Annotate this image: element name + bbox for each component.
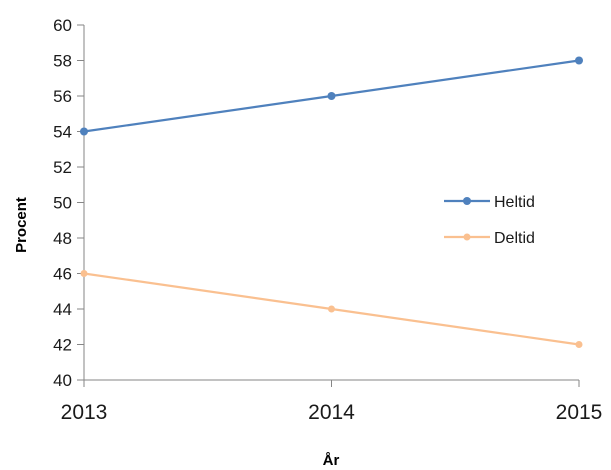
data-point-deltid: [575, 341, 583, 348]
data-point-heltid: [327, 92, 336, 100]
data-point-deltid: [80, 270, 88, 277]
y-tick-label: 52: [53, 158, 72, 177]
legend-marker-deltid: [463, 233, 471, 241]
y-tick-label: 46: [53, 265, 72, 284]
legend-label-deltid: Deltid: [494, 230, 535, 247]
legend-item-heltid: Heltid: [444, 194, 535, 211]
legend-item-deltid: Deltid: [444, 230, 535, 247]
y-tick-label: 48: [53, 229, 72, 248]
y-tick-label: 56: [53, 87, 72, 106]
legend-label-heltid: Heltid: [494, 194, 535, 211]
x-tick-label: 2015: [556, 401, 603, 424]
legend-marker-heltid: [463, 197, 471, 205]
series-heltid: [80, 56, 583, 136]
y-tick-label: 58: [53, 52, 72, 71]
y-axis-title: Procent: [13, 197, 30, 253]
data-point-deltid: [328, 305, 335, 313]
y-axis: 40 42 44 46 48 50 52 54 56 58 60: [53, 16, 85, 390]
y-tick-label: 42: [53, 336, 72, 355]
y-tick-label: 50: [53, 194, 72, 213]
x-axis: 2013 2014 2015: [61, 379, 603, 424]
series-layer: [80, 56, 583, 348]
legend: Heltid Deltid: [444, 194, 535, 247]
data-point-heltid: [80, 127, 88, 136]
series-deltid: [80, 270, 583, 348]
y-tick-label: 54: [53, 123, 72, 142]
y-tick-label: 44: [53, 300, 72, 319]
y-tick-label: 40: [53, 371, 72, 390]
x-axis-title: År: [323, 452, 340, 469]
x-tick-label: 2013: [61, 401, 108, 424]
y-tick-label: 60: [53, 16, 72, 35]
x-tick-label: 2014: [308, 401, 355, 424]
data-point-heltid: [575, 56, 583, 65]
